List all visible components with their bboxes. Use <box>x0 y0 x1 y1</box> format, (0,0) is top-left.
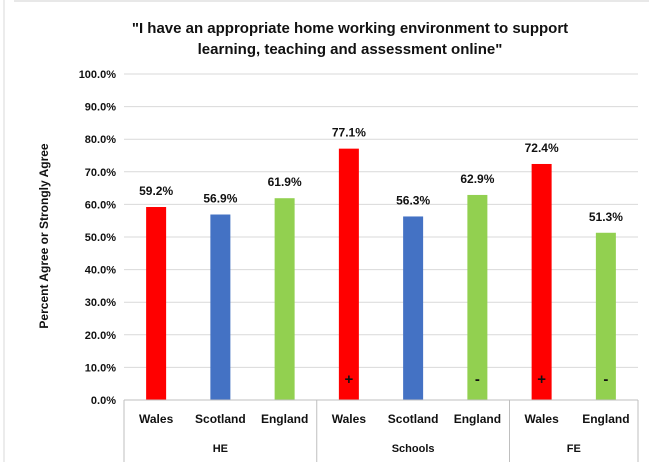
significance-marker: - <box>475 371 480 388</box>
x-category-label: England <box>454 412 501 426</box>
y-tick-label: 30.0% <box>85 297 116 309</box>
y-tick-label: 40.0% <box>85 265 116 277</box>
significance-marker: + <box>344 371 353 388</box>
gridlines <box>124 73 638 401</box>
bar <box>146 207 167 400</box>
bar <box>210 214 231 400</box>
data-label: 56.3% <box>396 193 430 207</box>
chart-title-line-2: learning, teaching and assessment online… <box>197 41 503 58</box>
chart-title-line-1: "I have an appropriate home working envi… <box>131 20 569 37</box>
data-label: 61.9% <box>268 175 302 189</box>
y-axis-label: Percent Agree or Strongly Agree <box>37 143 51 328</box>
x-axis: Wales Scotland England Wales Scotland England… <box>123 399 639 462</box>
y-tick-label: 80.0% <box>85 134 116 146</box>
x-group-label: HE <box>213 443 228 455</box>
x-category-label: England <box>261 412 308 426</box>
significance-marker: + <box>537 371 546 388</box>
x-category-label: Wales <box>139 412 174 426</box>
x-category-label: Wales <box>332 412 367 426</box>
y-tick-label: 50.0% <box>85 232 116 244</box>
y-tick-label: 20.0% <box>85 330 116 342</box>
x-group-label: Schools <box>392 443 435 455</box>
bar <box>467 194 488 400</box>
chart-title: "I have an appropriate home working envi… <box>90 18 610 60</box>
bar <box>274 198 295 400</box>
data-label: 56.9% <box>203 192 237 206</box>
x-category-label: Wales <box>525 412 560 426</box>
x-category-label: Scotland <box>195 412 246 426</box>
y-tick-label: 70.0% <box>85 167 116 179</box>
data-label: 72.4% <box>525 141 559 155</box>
y-axis-ticks: 0.0% 10.0% 20.0% 30.0% 40.0% 50.0% 60.0% 70.0% 8… <box>79 69 117 407</box>
bar <box>531 163 552 400</box>
bar <box>403 216 424 400</box>
data-label: 62.9% <box>460 172 494 186</box>
significance-marker: - <box>603 371 608 388</box>
y-tick-label: 0.0% <box>91 395 116 407</box>
x-category-label: England <box>582 412 629 426</box>
data-label: 59.2% <box>139 184 173 198</box>
bar <box>338 148 359 400</box>
x-category-label: Scotland <box>388 412 439 426</box>
bar <box>595 232 616 400</box>
data-label: 77.1% <box>332 126 366 140</box>
y-tick-label: 90.0% <box>85 102 116 114</box>
bars: 59.2% 56.9% 61.9% 77.1% +56.3% 62.9% - 72.4% +51… <box>139 126 623 400</box>
y-tick-label: 60.0% <box>85 199 116 211</box>
y-tick-label: 100.0% <box>79 69 117 81</box>
y-tick-label: 10.0% <box>85 362 116 374</box>
x-group-label: FE <box>567 443 581 455</box>
data-label: 51.3% <box>589 210 623 224</box>
